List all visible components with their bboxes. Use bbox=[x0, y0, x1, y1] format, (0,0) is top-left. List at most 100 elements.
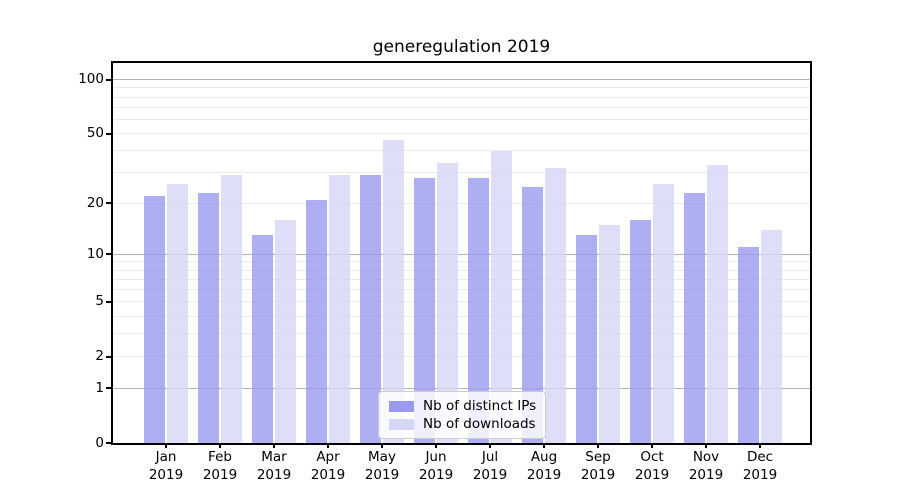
bar-nb-of-downloads-nov bbox=[706, 165, 728, 443]
bar-nb-of-distinct-ips-oct bbox=[630, 220, 652, 443]
gridline-major-100 bbox=[113, 79, 810, 81]
gridline-minor-2 bbox=[113, 356, 810, 358]
bar-nb-of-downloads-mar bbox=[274, 220, 296, 443]
legend-row-1: Nb of downloads bbox=[379, 415, 545, 433]
bar-nb-of-downloads-may bbox=[382, 139, 404, 443]
x-tick-year-dec: 2019 bbox=[742, 467, 778, 483]
bar-nb-of-downloads-jan bbox=[166, 183, 188, 443]
bar-nb-of-distinct-ips-dec bbox=[738, 247, 760, 443]
x-tick-month-oct: Oct bbox=[640, 449, 664, 465]
gridline-minor-70 bbox=[113, 107, 810, 109]
x-tick-mark-apr bbox=[327, 443, 329, 448]
x-tick-year-oct: 2019 bbox=[634, 467, 670, 483]
x-tick-month-dec: Dec bbox=[746, 449, 774, 465]
x-tick-label-feb: Feb 2019 bbox=[192, 448, 248, 484]
legend-swatch-1 bbox=[389, 418, 414, 430]
gridline-major-10 bbox=[113, 253, 810, 255]
y-tick-label-5: 5 bbox=[95, 293, 104, 310]
gridline-minor-9 bbox=[113, 261, 810, 263]
x-tick-mark-jan bbox=[165, 443, 167, 448]
x-tick-mark-jun bbox=[435, 443, 437, 448]
bar-nb-of-distinct-ips-may bbox=[360, 175, 382, 443]
bar-nb-of-downloads-jul bbox=[490, 150, 512, 443]
x-tick-month-mar: Mar bbox=[261, 449, 287, 465]
x-tick-year-jan: 2019 bbox=[148, 467, 184, 483]
y-tick-mark-2 bbox=[106, 355, 113, 358]
gridline-major-1 bbox=[113, 387, 810, 389]
plot-area: Nb of distinct IPs Nb of downloads bbox=[111, 61, 812, 445]
x-tick-mark-may bbox=[381, 443, 383, 448]
bar-nb-of-distinct-ips-jun bbox=[414, 178, 436, 443]
bar-nb-of-downloads-sep bbox=[598, 224, 620, 443]
x-tick-month-jun: Jun bbox=[425, 449, 447, 465]
x-tick-mark-mar bbox=[273, 443, 275, 448]
bar-nb-of-distinct-ips-aug bbox=[522, 186, 544, 443]
x-tick-mark-aug bbox=[543, 443, 545, 448]
y-tick-mark-50 bbox=[106, 132, 113, 135]
y-tick-mark-1 bbox=[106, 387, 113, 390]
gridline-minor-30 bbox=[113, 172, 810, 174]
bar-nb-of-distinct-ips-jan bbox=[144, 196, 166, 443]
x-tick-label-jul: Jul 2019 bbox=[462, 448, 518, 484]
y-tick-label-20: 20 bbox=[86, 194, 104, 211]
x-tick-label-apr: Apr 2019 bbox=[300, 448, 356, 484]
x-tick-year-aug: 2019 bbox=[526, 467, 562, 483]
x-tick-label-mar: Mar 2019 bbox=[246, 448, 302, 484]
legend-label-0: Nb of distinct IPs bbox=[423, 398, 537, 414]
gridline-minor-4 bbox=[113, 315, 810, 317]
legend-row-0: Nb of distinct IPs bbox=[379, 397, 545, 415]
x-tick-label-nov: Nov 2019 bbox=[678, 448, 734, 484]
bar-nb-of-downloads-dec bbox=[760, 229, 782, 443]
bar-nb-of-distinct-ips-feb bbox=[198, 192, 220, 443]
gridline-minor-80 bbox=[113, 96, 810, 98]
y-tick-mark-20 bbox=[106, 202, 113, 205]
gridline-minor-7 bbox=[113, 278, 810, 280]
gridline-minor-8 bbox=[113, 269, 810, 271]
chart-title: generegulation 2019 bbox=[372, 37, 551, 57]
bar-nb-of-distinct-ips-nov bbox=[684, 192, 706, 443]
bar-nb-of-downloads-jun bbox=[436, 163, 458, 443]
y-tick-mark-10 bbox=[106, 253, 113, 256]
gridline-minor-60 bbox=[113, 118, 810, 120]
x-tick-month-aug: Aug bbox=[530, 449, 558, 465]
y-tick-label-1: 1 bbox=[95, 379, 104, 396]
legend-box: Nb of distinct IPs Nb of downloads bbox=[378, 391, 546, 439]
gridline-minor-40 bbox=[113, 150, 810, 152]
x-tick-mark-sep bbox=[597, 443, 599, 448]
gridline-minor-50 bbox=[113, 133, 810, 135]
gridline-minor-20 bbox=[113, 202, 810, 204]
y-tick-label-50: 50 bbox=[86, 125, 104, 142]
legend-label-1: Nb of downloads bbox=[423, 416, 536, 432]
x-tick-mark-dec bbox=[759, 443, 761, 448]
x-tick-year-jul: 2019 bbox=[472, 467, 508, 483]
x-tick-label-may: May 2019 bbox=[354, 448, 410, 484]
x-tick-label-oct: Oct 2019 bbox=[624, 448, 680, 484]
gridline-minor-3 bbox=[113, 333, 810, 335]
x-tick-mark-jul bbox=[489, 443, 491, 448]
bar-nb-of-downloads-apr bbox=[328, 175, 350, 443]
y-tick-label-0: 0 bbox=[95, 434, 104, 451]
x-tick-mark-oct bbox=[651, 443, 653, 448]
x-tick-month-jul: Jul bbox=[481, 449, 499, 465]
x-tick-label-jan: Jan 2019 bbox=[138, 448, 194, 484]
x-tick-label-aug: Aug 2019 bbox=[516, 448, 572, 484]
y-tick-label-2: 2 bbox=[95, 348, 104, 365]
bar-nb-of-downloads-oct bbox=[652, 183, 674, 443]
gridline-minor-6 bbox=[113, 289, 810, 291]
bar-nb-of-distinct-ips-sep bbox=[576, 235, 598, 443]
x-tick-month-apr: Apr bbox=[316, 449, 340, 465]
x-tick-label-sep: Sep 2019 bbox=[570, 448, 626, 484]
x-tick-year-nov: 2019 bbox=[688, 467, 724, 483]
x-tick-year-mar: 2019 bbox=[256, 467, 292, 483]
legend-swatch-0 bbox=[389, 400, 414, 412]
x-tick-mark-nov bbox=[705, 443, 707, 448]
x-tick-month-jan: Jan bbox=[155, 449, 177, 465]
x-tick-label-dec: Dec 2019 bbox=[732, 448, 788, 484]
x-tick-month-feb: Feb bbox=[208, 449, 232, 465]
x-tick-year-apr: 2019 bbox=[310, 467, 346, 483]
bar-nb-of-distinct-ips-jul bbox=[468, 178, 490, 443]
bar-nb-of-downloads-feb bbox=[220, 175, 242, 443]
x-tick-month-sep: Sep bbox=[585, 449, 611, 465]
bar-nb-of-distinct-ips-mar bbox=[252, 235, 274, 443]
gridline-minor-5 bbox=[113, 301, 810, 303]
